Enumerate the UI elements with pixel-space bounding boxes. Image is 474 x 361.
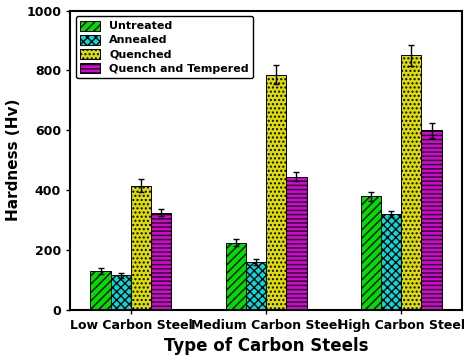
Bar	[151, 213, 172, 310]
Bar	[361, 196, 381, 310]
Bar	[421, 130, 442, 310]
Bar	[91, 271, 110, 310]
Bar	[286, 177, 307, 310]
Bar	[381, 214, 401, 310]
Bar	[110, 275, 131, 310]
Bar	[226, 243, 246, 310]
X-axis label: Type of Carbon Steels: Type of Carbon Steels	[164, 338, 368, 356]
Bar	[246, 262, 266, 310]
Y-axis label: Hardness (Hv): Hardness (Hv)	[6, 99, 20, 221]
Legend: Untreated, Annealed, Quenched, Quench and Tempered: Untreated, Annealed, Quenched, Quench an…	[76, 16, 253, 78]
Bar	[401, 56, 421, 310]
Bar	[266, 75, 286, 310]
Bar	[131, 186, 151, 310]
